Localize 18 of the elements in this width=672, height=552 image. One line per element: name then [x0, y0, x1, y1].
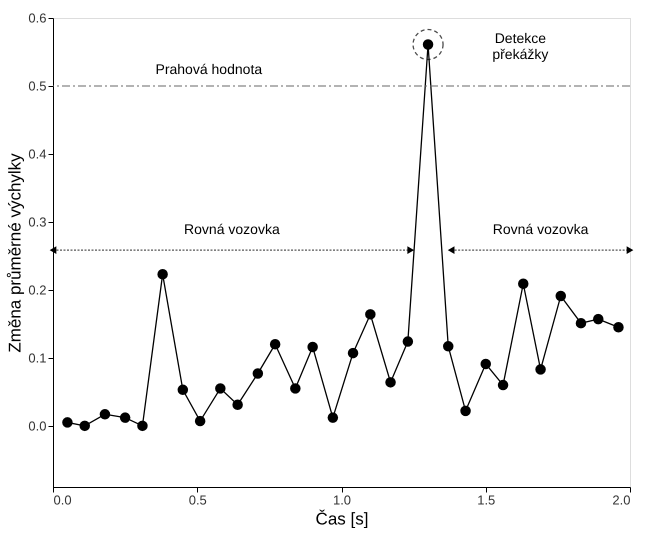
y-tick-label: 0.2: [28, 282, 46, 298]
annotation: Detekce překážky: [492, 30, 548, 62]
x-axis-title: Čas [s]: [316, 510, 368, 528]
y-tick-label: 0.1: [28, 350, 46, 366]
x-tick-label: 1.0: [332, 492, 352, 508]
annotation: Rovná vozovka: [184, 221, 280, 238]
y-tick-label: 0.3: [28, 214, 46, 230]
x-tick-label: 0.5: [188, 492, 207, 508]
y-tick-label: 0.0: [28, 418, 46, 434]
ref-line-label: Prahová hodnota: [155, 60, 262, 77]
annotation: Rovná vozovka: [492, 221, 589, 238]
x-tick-label: 2.0: [612, 492, 630, 508]
y-tick-label: 0.4: [28, 146, 46, 162]
x-tick-label: 0.0: [54, 492, 72, 508]
y-tick-label: 0.6: [28, 10, 46, 26]
x-tick-label: 1.5: [477, 492, 496, 508]
y-tick-label: 0.5: [28, 78, 46, 94]
y-axis-title: Změna průměrné výchylky: [5, 152, 24, 353]
